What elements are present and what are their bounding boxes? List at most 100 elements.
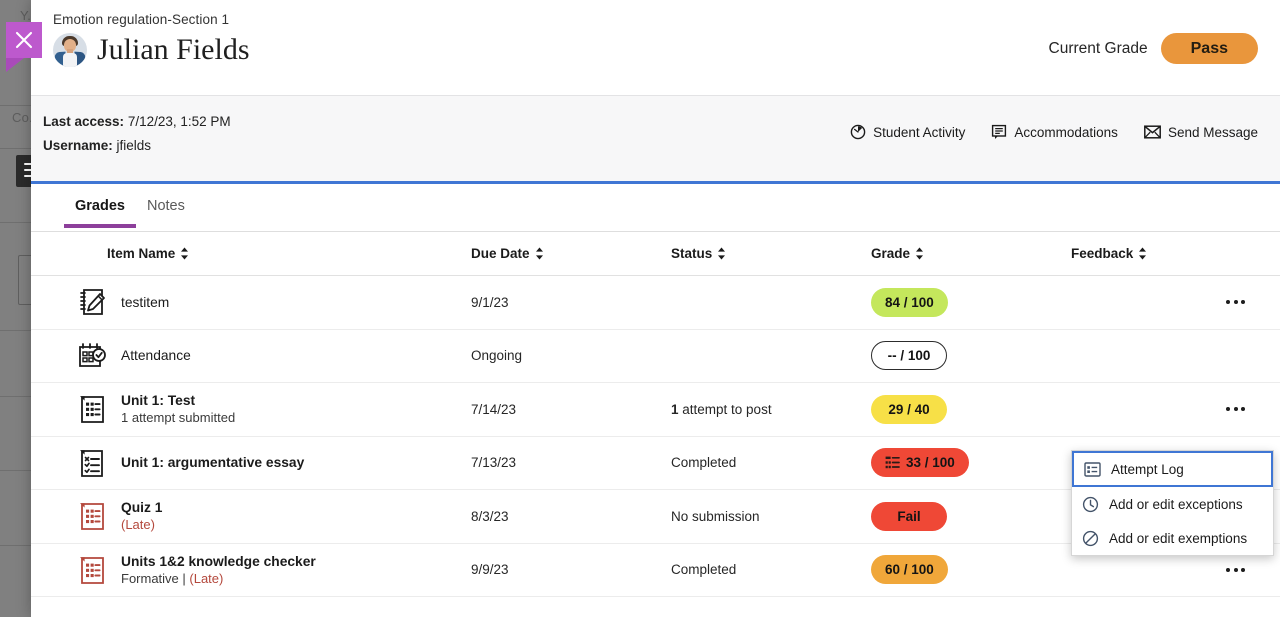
page-title: Julian Fields xyxy=(97,33,250,66)
row-actions-button[interactable] xyxy=(1220,562,1251,578)
status-cell: Completed xyxy=(671,455,737,471)
close-panel-button[interactable] xyxy=(6,22,42,72)
column-header-grade[interactable]: Grade xyxy=(871,246,1071,261)
due-date-cell: Ongoing xyxy=(471,348,523,364)
table-header-row: Item Name Due Date Status Grade xyxy=(31,232,1280,276)
menu-item-add-or-edit-exceptions[interactable]: Add or edit exceptions xyxy=(1072,487,1273,521)
grade-value: -- / 100 xyxy=(887,348,931,364)
item-cell: Units 1&2 knowledge checker Formative | … xyxy=(31,553,471,587)
item-name[interactable]: Quiz 1 xyxy=(121,500,163,515)
status-cell: Completed xyxy=(671,562,737,578)
due-date-cell: 9/1/23 xyxy=(471,294,509,310)
column-label: Status xyxy=(671,246,713,261)
avatar xyxy=(53,33,87,67)
checklist-icon xyxy=(80,449,103,477)
last-access-value: 7/12/23, 1:52 PM xyxy=(127,114,231,129)
due-date-cell: 9/9/23 xyxy=(471,562,509,578)
due-date-cell: 8/3/23 xyxy=(471,508,509,524)
table-body: testitem 9/1/23 84 / 100 Attendance xyxy=(31,276,1280,597)
background-divider xyxy=(0,222,46,223)
item-name[interactable]: Attendance xyxy=(121,348,191,364)
flag-tail xyxy=(6,58,42,72)
row-actions-menu: Attempt Log Add or edit exceptions Add o… xyxy=(1071,450,1274,556)
panel-tabs: Grades Notes xyxy=(31,184,1280,232)
current-grade-label: Current Grade xyxy=(1048,39,1148,57)
grade-cell: 60 / 100 xyxy=(871,555,1071,585)
sort-icon xyxy=(535,247,544,260)
grade-cell: -- / 100 xyxy=(871,341,1071,371)
status-cell: No submission xyxy=(671,508,760,524)
row-actions-button[interactable] xyxy=(1220,294,1251,310)
column-header-item-name[interactable]: Item Name xyxy=(31,246,471,261)
accommodations-icon xyxy=(992,124,1007,139)
accommodations-label: Accommodations xyxy=(1014,124,1118,140)
username-value: jfields xyxy=(116,138,152,153)
student-info-bar: Last access: 7/12/23, 1:52 PM Username: … xyxy=(31,95,1280,184)
tab-notes[interactable]: Notes xyxy=(146,198,185,214)
table-row[interactable]: Quiz 1 (Late) 8/3/23 No submission Fail xyxy=(31,490,1280,544)
item-name[interactable]: Units 1&2 knowledge checker xyxy=(121,553,316,569)
table-row[interactable]: Unit 1: argumentative essay 7/13/23 Comp… xyxy=(31,437,1280,490)
column-header-due-date[interactable]: Due Date xyxy=(471,246,671,261)
item-cell: Quiz 1 (Late) xyxy=(31,499,471,533)
item-cell: Attendance xyxy=(31,340,471,372)
table-row[interactable]: testitem 9/1/23 84 / 100 xyxy=(31,276,1280,330)
test-grid-icon xyxy=(80,396,104,424)
background-divider xyxy=(0,148,46,149)
send-message-label: Send Message xyxy=(1167,124,1258,140)
envelope-icon xyxy=(1143,125,1161,139)
table-row[interactable]: Units 1&2 knowledge checker Formative | … xyxy=(31,544,1280,597)
student-activity-button[interactable]: Student Activity xyxy=(850,124,965,140)
item-cell: Unit 1: argumentative essay xyxy=(31,447,471,479)
send-message-button[interactable]: Send Message xyxy=(1143,124,1258,140)
calendar-check-icon xyxy=(79,342,106,367)
student-grades-panel: Emotion regulation-Section 1 Julian Fiel… xyxy=(31,0,1280,617)
sort-icon xyxy=(915,247,924,260)
item-name[interactable]: Unit 1: Test xyxy=(121,393,196,408)
column-label: Due Date xyxy=(471,246,530,261)
column-label: Item Name xyxy=(107,246,176,261)
grades-table: Item Name Due Date Status Grade xyxy=(31,232,1280,597)
panel-header: Emotion regulation-Section 1 Julian Fiel… xyxy=(31,0,1280,95)
menu-item-add-or-edit-exemptions[interactable]: Add or edit exemptions xyxy=(1072,521,1273,555)
current-grade-area: Current Grade Pass xyxy=(1049,33,1258,64)
tab-grades[interactable]: Grades xyxy=(64,184,136,228)
column-header-feedback[interactable]: Feedback xyxy=(1071,246,1191,261)
table-row[interactable]: Unit 1: Test 1 attempt submitted 7/14/23… xyxy=(31,383,1280,437)
table-row[interactable]: Attendance Ongoing -- / 100 xyxy=(31,330,1280,383)
accommodations-button[interactable]: Accommodations xyxy=(991,124,1118,140)
last-access-line: Last access: 7/12/23, 1:52 PM xyxy=(43,114,1280,129)
background-divider xyxy=(0,105,46,106)
late-badge: (Late) xyxy=(189,570,224,586)
current-grade-pill[interactable]: Pass xyxy=(1160,33,1258,64)
last-access-label: Last access: xyxy=(43,114,125,129)
grade-pill[interactable]: 60 / 100 xyxy=(871,555,948,585)
due-date-cell: 7/14/23 xyxy=(471,401,517,417)
item-name[interactable]: Unit 1: argumentative essay xyxy=(121,455,305,471)
info-actions: Student Activity Accommodations Send Mes… xyxy=(850,124,1258,140)
sort-icon xyxy=(717,247,726,260)
grade-pill[interactable]: 84 / 100 xyxy=(871,287,948,317)
grade-cell: 33 / 100 xyxy=(871,448,1071,478)
status-cell: 1 attempt to post xyxy=(671,401,772,417)
menu-item-label: Add or edit exceptions xyxy=(1109,496,1243,512)
grade-pill[interactable]: Fail xyxy=(871,501,947,531)
student-identity: Julian Fields xyxy=(53,33,1280,67)
menu-item-attempt-log[interactable]: Attempt Log xyxy=(1072,451,1273,487)
close-icon xyxy=(15,31,33,49)
student-activity-label: Student Activity xyxy=(873,124,966,140)
background-divider xyxy=(0,470,46,471)
grade-pill[interactable]: 33 / 100 xyxy=(871,448,969,478)
column-header-status[interactable]: Status xyxy=(671,246,871,261)
grade-pill[interactable]: 29 / 40 xyxy=(871,394,947,424)
grade-value: Fail xyxy=(897,508,921,524)
attempt-log-icon xyxy=(1084,461,1101,477)
menu-item-label: Add or edit exemptions xyxy=(1109,530,1248,546)
item-name[interactable]: testitem xyxy=(121,294,170,310)
grade-cell: 84 / 100 xyxy=(871,287,1071,317)
actions-cell xyxy=(1191,294,1280,310)
actions-cell xyxy=(1191,401,1280,417)
test-grid-red-icon xyxy=(80,556,104,584)
row-actions-button[interactable] xyxy=(1220,401,1251,417)
grade-pill[interactable]: -- / 100 xyxy=(871,341,947,371)
